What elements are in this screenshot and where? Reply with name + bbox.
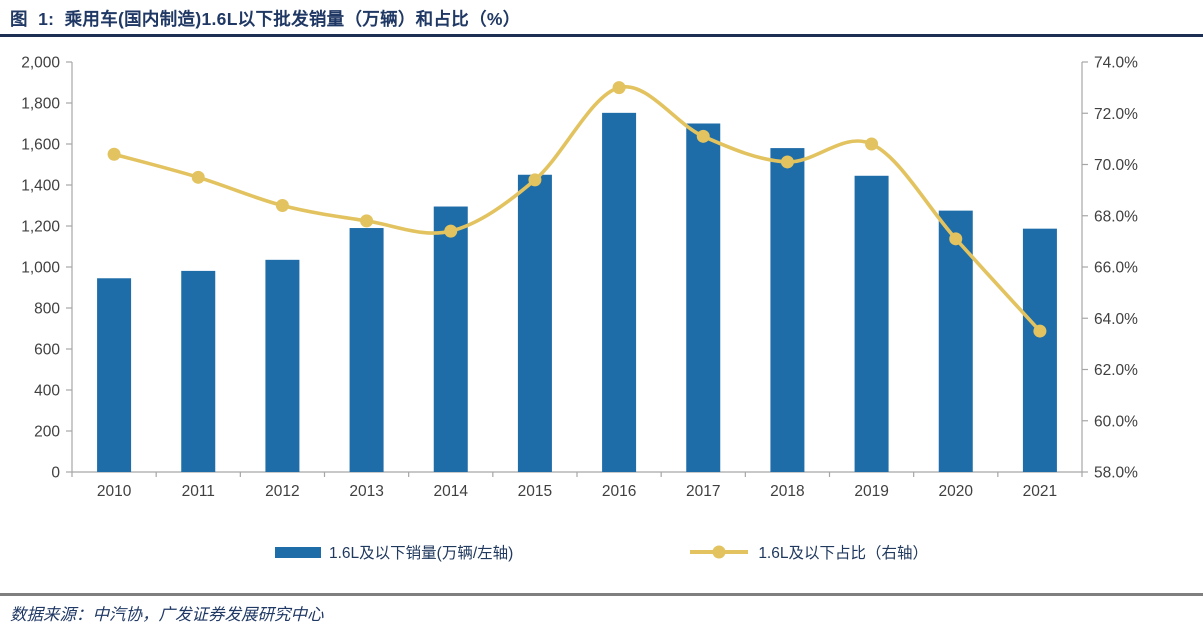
left-axis-tick-label: 2,000 xyxy=(21,55,60,72)
right-axis-tick-label: 68.0% xyxy=(1094,208,1138,225)
bar-2011 xyxy=(181,270,216,472)
right-axis-tick-label: 62.0% xyxy=(1094,362,1138,379)
line-marker-2018 xyxy=(780,155,794,169)
left-axis-tick-label: 1,800 xyxy=(21,96,60,113)
line-marker-2020 xyxy=(949,232,963,246)
line-marker-2021 xyxy=(1033,324,1047,338)
right-axis-tick-label: 58.0% xyxy=(1094,465,1138,482)
combo-chart: 0 200 400 600 800 1,000 1,200 1,400 1,600 1,800 2,… xyxy=(21,55,1138,501)
bar-2019 xyxy=(854,175,889,472)
right-axis-tick-label: 66.0% xyxy=(1094,260,1138,277)
left-axis-tick-label: 0 xyxy=(51,465,60,482)
bar-2010 xyxy=(97,278,132,472)
chart-legend: 1.6L及以下销量(万辆/左轴) 1.6L及以下占比（右轴） xyxy=(0,541,1203,563)
x-axis-label-2017: 2017 xyxy=(686,483,720,500)
bar-2018 xyxy=(770,148,805,472)
right-axis-tick-label: 60.0% xyxy=(1094,413,1138,430)
line-series-label: 1.6L及以下占比（右轴） xyxy=(758,545,928,562)
bar-2012 xyxy=(265,259,300,472)
left-axis-tick-label: 1,400 xyxy=(21,178,60,195)
line-marker-2011 xyxy=(191,170,205,184)
right-axis-tick-label: 72.0% xyxy=(1094,106,1138,123)
left-axis-tick-label: 1,200 xyxy=(21,219,60,236)
line-marker-2010 xyxy=(107,147,121,161)
left-axis-tick-label: 600 xyxy=(34,342,60,359)
x-axis-label-2020: 2020 xyxy=(939,483,974,500)
bar-series-swatch xyxy=(275,546,321,558)
bar-2016 xyxy=(602,112,637,472)
x-axis-label-2021: 2021 xyxy=(1023,483,1057,500)
left-axis-tick-label: 1,600 xyxy=(21,137,60,154)
x-axis-label-2012: 2012 xyxy=(265,483,299,500)
x-axis-label-2019: 2019 xyxy=(854,483,888,500)
bar-2017 xyxy=(686,123,721,472)
line-marker-2012 xyxy=(275,199,289,212)
x-axis-label-2014: 2014 xyxy=(434,483,469,500)
left-axis-tick-label: 1,000 xyxy=(21,260,60,277)
x-axis-label-2015: 2015 xyxy=(518,483,552,500)
title-underline xyxy=(0,34,1203,37)
x-axis-label-2018: 2018 xyxy=(770,483,804,500)
left-axis-tick-label: 800 xyxy=(34,301,60,318)
line-marker-2017 xyxy=(696,129,710,143)
right-axis-tick-label: 74.0% xyxy=(1094,55,1138,72)
legend-item-sales: 1.6L及以下销量(万辆/左轴) xyxy=(275,541,513,563)
line-marker-2019 xyxy=(865,137,879,151)
bar-series-label: 1.6L及以下销量(万辆/左轴) xyxy=(329,545,514,562)
x-axis-label-2013: 2013 xyxy=(349,483,383,500)
x-axis-label-2016: 2016 xyxy=(602,483,636,500)
share-line xyxy=(112,85,1042,333)
left-axis-tick-label: 200 xyxy=(34,424,60,441)
line-series-swatch xyxy=(690,545,749,559)
bar-2014 xyxy=(433,206,468,472)
right-axis-tick-label: 70.0% xyxy=(1094,157,1138,174)
left-axis-tick-label: 400 xyxy=(34,383,60,400)
line-marker-2013 xyxy=(360,214,374,228)
data-source: 数据来源：中汽协，广发证券发展研究中心 xyxy=(10,605,324,624)
bar-2015 xyxy=(517,174,552,472)
x-axis-label-2011: 2011 xyxy=(182,483,215,500)
figure-title: 图 1: 乘用车(国内制造)1.6L以下批发销量（万辆）和占比（%） xyxy=(10,9,521,29)
line-marker-2014 xyxy=(444,224,458,238)
right-axis-tick-label: 64.0% xyxy=(1094,311,1138,328)
bar-2020 xyxy=(938,210,973,472)
line-marker-2015 xyxy=(528,173,542,187)
x-axis-label-2010: 2010 xyxy=(97,483,132,500)
legend-item-share: 1.6L及以下占比（右轴） xyxy=(688,541,928,563)
footer-divider xyxy=(0,593,1203,596)
bar-2013 xyxy=(349,228,384,472)
bar-2021 xyxy=(1022,228,1057,472)
line-marker-2016 xyxy=(612,81,626,95)
